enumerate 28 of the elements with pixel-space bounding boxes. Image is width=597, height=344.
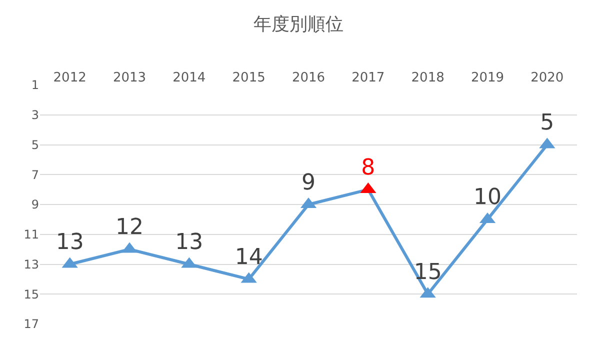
y-tick-label: 11 — [24, 228, 39, 242]
x-tick-label: 2018 — [411, 70, 444, 86]
y-tick-label: 13 — [24, 257, 39, 272]
data-label: 12 — [116, 215, 144, 240]
x-tick-label: 2019 — [470, 70, 504, 86]
y-tick-label: 3 — [31, 108, 39, 122]
x-tick-label: 2016 — [292, 70, 326, 86]
y-tick-label: 1 — [31, 78, 39, 92]
data-label: 9 — [302, 170, 316, 196]
x-tick-label: 2013 — [112, 70, 146, 86]
y-tick-label: 7 — [31, 168, 39, 182]
y-tick-label: 5 — [31, 138, 39, 152]
chart-title: 年度別順位 — [254, 14, 344, 35]
data-label: 10 — [474, 185, 502, 210]
data-label: 15 — [414, 260, 442, 285]
x-tick-label: 2014 — [172, 70, 206, 86]
data-label: 13 — [175, 230, 204, 255]
y-tick-label: 9 — [31, 198, 39, 212]
x-tick-label: 2017 — [352, 70, 385, 86]
x-tick-label: 2020 — [530, 70, 564, 86]
data-label: 13 — [56, 230, 84, 255]
data-label: 8 — [361, 155, 376, 180]
x-tick-label: 2015 — [232, 70, 266, 86]
data-label: 14 — [234, 244, 263, 270]
x-tick-label: 2012 — [53, 70, 86, 86]
y-tick-label: 15 — [24, 287, 39, 302]
data-label: 5 — [540, 110, 554, 136]
y-tick-label: 17 — [24, 317, 39, 332]
